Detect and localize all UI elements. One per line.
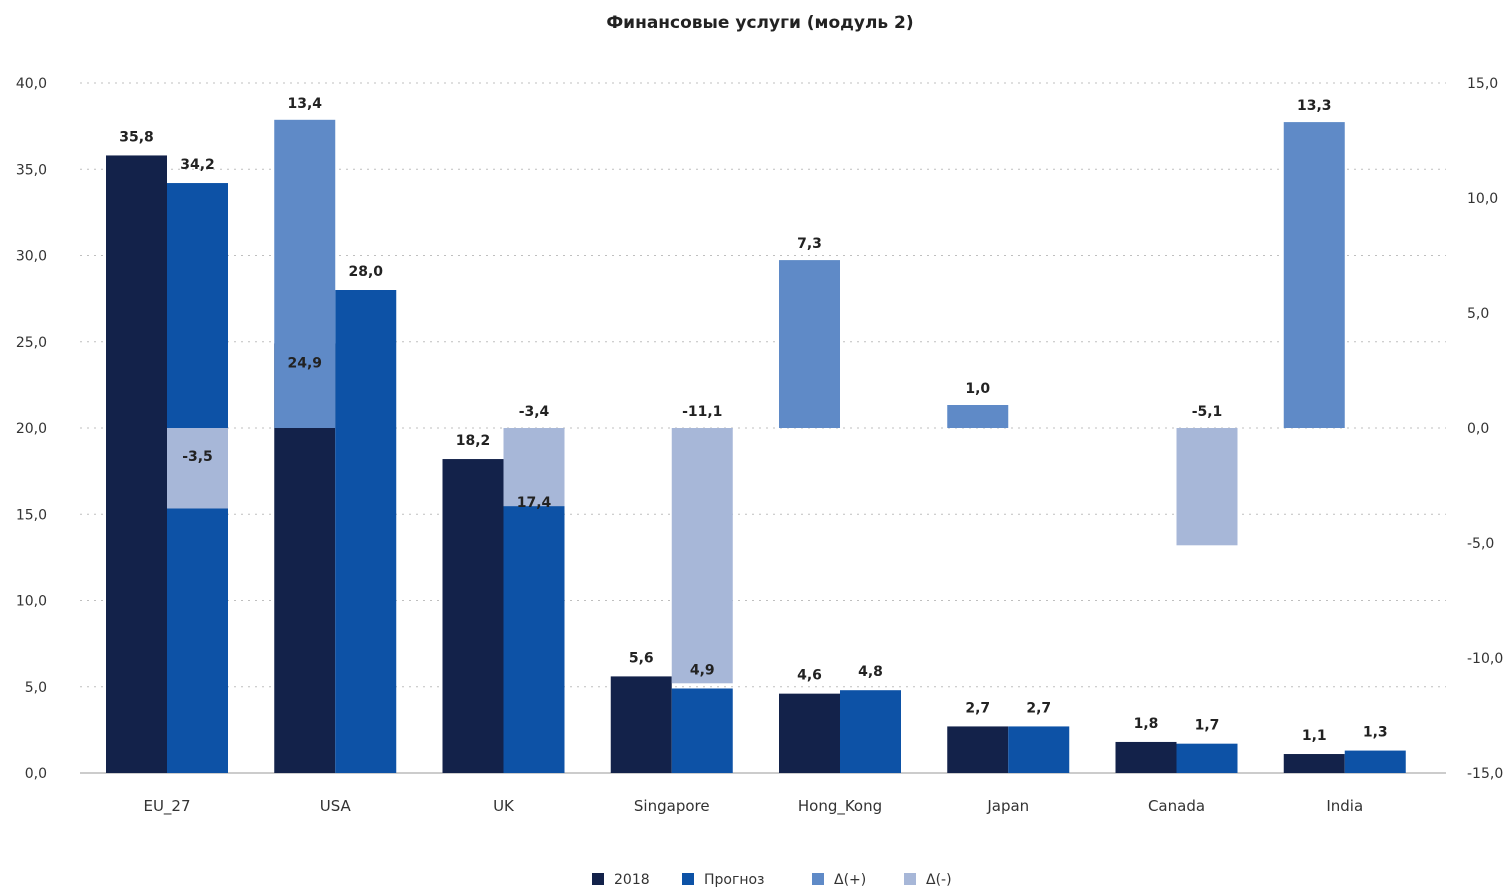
legend-label: Δ(-)	[926, 872, 952, 888]
bar-delta-negative	[1176, 428, 1238, 546]
data-label: 1,8	[1134, 716, 1159, 732]
data-label: 4,6	[797, 668, 822, 684]
data-label: -11,1	[682, 404, 722, 420]
legend-swatch	[904, 873, 916, 885]
left-tick-label: 25,0	[16, 335, 47, 351]
data-label: 2,7	[1026, 700, 1051, 716]
legend-swatch	[682, 873, 694, 885]
bar-delta-positive	[947, 405, 1009, 428]
legend-swatch	[592, 873, 604, 885]
data-label: -3,5	[182, 449, 213, 465]
legend-label: Δ(+)	[834, 872, 866, 888]
right-tick-label: 10,0	[1467, 191, 1498, 207]
data-label: 4,9	[690, 662, 715, 678]
data-label: 17,4	[517, 495, 552, 511]
left-tick-label: 20,0	[16, 421, 47, 437]
bar-2018	[1115, 741, 1177, 773]
left-tick-label: 5,0	[25, 680, 47, 696]
data-label: 13,4	[287, 96, 322, 112]
bar-forecast	[840, 690, 901, 773]
left-tick-label: 35,0	[16, 162, 47, 178]
data-label: 1,3	[1363, 725, 1388, 741]
data-label: -5,1	[1192, 404, 1223, 420]
left-tick-label: 30,0	[16, 249, 47, 265]
data-label: 13,3	[1297, 98, 1332, 114]
data-label: 5,6	[629, 650, 654, 666]
bar-forecast	[1176, 743, 1238, 773]
bar-delta-positive	[779, 260, 840, 428]
right-tick-label: 15,0	[1467, 76, 1498, 92]
category-label: USA	[320, 797, 352, 815]
right-axis: -15,0 -10,0 -5,0 0,0 5,0 10,0 15,0	[1467, 76, 1503, 782]
data-label: 34,2	[180, 157, 215, 173]
bar-forecast	[1008, 726, 1070, 773]
left-axis: 0,0 5,0 10,0 15,0 20,0 25,0 30,0 35,0 40,0	[16, 76, 47, 782]
bar-forecast	[1344, 750, 1406, 773]
bar-forecast	[335, 290, 397, 773]
data-label: 7,3	[797, 236, 822, 252]
bar-delta-positive	[1283, 122, 1345, 428]
bar-delta-positive	[274, 119, 336, 429]
data-label: 28,0	[348, 264, 383, 280]
data-label: 1,0	[965, 381, 990, 397]
right-tick-label: -10,0	[1467, 651, 1503, 667]
bar-2018	[779, 693, 840, 773]
plot-area	[106, 119, 1406, 774]
left-tick-label: 15,0	[16, 507, 47, 523]
bar-forecast	[671, 688, 733, 773]
category-label: Japan	[986, 797, 1029, 815]
left-tick-label: 0,0	[25, 766, 47, 782]
bar-2018	[442, 459, 504, 773]
bar-delta-negative	[503, 428, 565, 507]
bar-delta-negative	[671, 428, 733, 684]
bar-2018	[106, 155, 167, 773]
legend-label: Прогноз	[704, 872, 765, 888]
left-tick-label: 40,0	[16, 76, 47, 92]
category-label: Hong_Kong	[798, 797, 882, 816]
right-tick-label: -15,0	[1467, 766, 1503, 782]
data-label: -3,4	[519, 404, 550, 420]
category-label: Singapore	[634, 797, 710, 815]
data-label: 1,7	[1195, 718, 1220, 734]
category-axis: EU_27 USA UK Singapore Hong_Kong Japan Canada I…	[143, 797, 1363, 816]
legend-swatch	[812, 873, 824, 885]
left-tick-label: 10,0	[16, 594, 47, 610]
category-label: UK	[493, 797, 515, 815]
data-label: 2,7	[965, 700, 990, 716]
category-label: India	[1326, 797, 1363, 815]
bar-2018	[947, 726, 1009, 773]
data-labels: 35,8 34,2 -3,5 24,9 28,0 13,4 18,2 17,4 -3,4 5,6 4…	[119, 96, 1387, 744]
data-label: 1,1	[1302, 728, 1327, 744]
bar-delta-negative	[167, 428, 228, 509]
legend: 2018 Прогноз Δ(+) Δ(-)	[592, 872, 952, 888]
category-label: EU_27	[143, 797, 190, 816]
right-tick-label: 5,0	[1467, 306, 1489, 322]
data-label: 24,9	[287, 355, 322, 371]
bar-forecast	[503, 472, 565, 773]
data-label: 18,2	[456, 433, 491, 449]
right-tick-label: 0,0	[1467, 421, 1489, 437]
legend-label: 2018	[614, 872, 650, 888]
right-tick-label: -5,0	[1467, 536, 1494, 552]
bar-2018	[1283, 754, 1345, 773]
category-label: Canada	[1148, 797, 1205, 815]
data-label: 4,8	[858, 664, 883, 680]
data-label: 35,8	[119, 129, 154, 145]
chart-title: Финансовые услуги (модуль 2)	[606, 13, 913, 33]
bar-2018	[610, 676, 672, 773]
